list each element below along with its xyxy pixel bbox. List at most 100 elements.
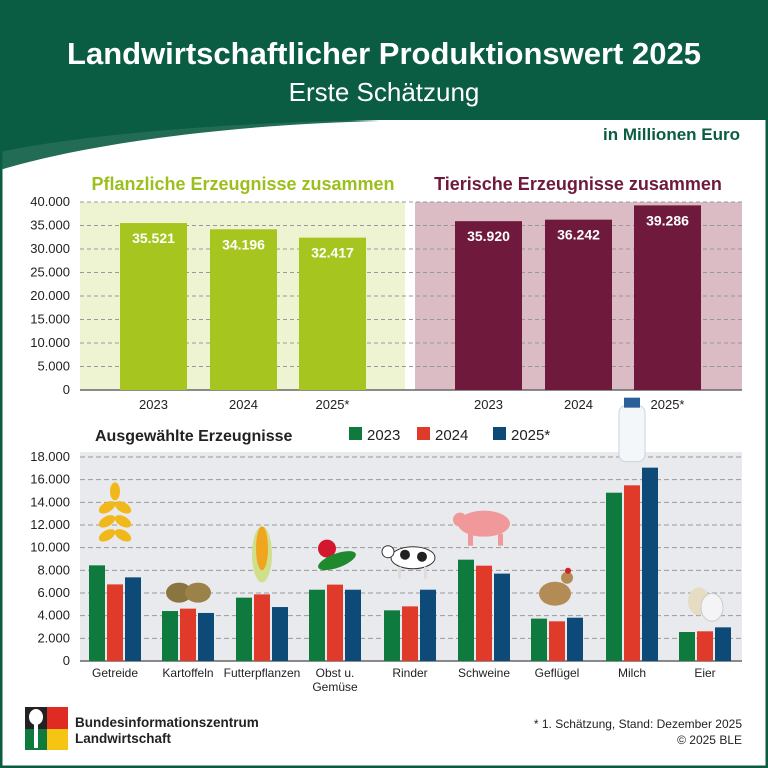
- x-tick-label: Kartoffeln: [162, 666, 213, 680]
- bar-value-label: 36.242: [557, 227, 600, 243]
- y-tick-label: 25.000: [30, 265, 70, 280]
- bar: [125, 577, 141, 661]
- x-tick-label: Schweine: [458, 666, 510, 680]
- unit-label: in Millionen Euro: [603, 125, 740, 144]
- x-tick-label: 2023: [474, 397, 503, 412]
- header-swoosh: [0, 120, 380, 170]
- y-tick-label: 6.000: [37, 585, 70, 600]
- bar: [545, 219, 612, 390]
- bar: [236, 597, 252, 661]
- y-tick-label: 0: [63, 382, 70, 397]
- wheat-icon: [98, 482, 132, 542]
- bar: [455, 221, 522, 390]
- y-tick-label: 40.000: [30, 194, 70, 209]
- products-title: Ausgewählte Erzeugnisse: [95, 428, 292, 445]
- org-name-line2: Landwirtschaft: [75, 731, 172, 746]
- bar: [549, 621, 565, 661]
- header-band: [0, 0, 768, 152]
- x-tick-label: Geflügel: [535, 666, 580, 680]
- y-tick-label: 0: [63, 653, 70, 668]
- legend-label: 2023: [367, 427, 400, 444]
- bar: [120, 223, 187, 390]
- bar: [299, 237, 366, 390]
- legend-swatch: [349, 427, 362, 440]
- bar: [642, 467, 658, 661]
- plant-group-title: Pflanzliche Erzeugnisse zusammen: [91, 174, 394, 194]
- y-tick-label: 16.000: [30, 472, 70, 487]
- pig-icon: [453, 510, 510, 546]
- bar: [494, 573, 510, 661]
- x-tick-label: Futterpflanzen: [224, 666, 301, 680]
- y-tick-label: 35.000: [30, 218, 70, 233]
- potato-icon: [166, 582, 211, 603]
- bar: [210, 229, 277, 390]
- x-tick-label: Getreide: [92, 666, 138, 680]
- milk-bottle-icon: [618, 397, 646, 463]
- x-tick-label: Obst u.: [316, 666, 355, 680]
- y-tick-label: 12.000: [30, 517, 70, 532]
- apple-cucumber-icon: [318, 539, 356, 571]
- x-tick-label: Gemüse: [312, 680, 358, 694]
- bar: [254, 594, 270, 661]
- y-tick-label: 8.000: [37, 562, 70, 577]
- bar: [697, 631, 713, 661]
- animal-group-title: Tierische Erzeugnisse zusammen: [434, 174, 722, 194]
- bar: [634, 205, 701, 390]
- y-tick-label: 5.000: [37, 359, 70, 374]
- bar: [309, 589, 325, 661]
- bar: [458, 559, 474, 661]
- y-tick-label: 18.000: [30, 449, 70, 464]
- bar: [715, 627, 731, 661]
- corn-icon: [252, 526, 272, 583]
- bar: [272, 607, 288, 661]
- bar: [180, 608, 196, 661]
- x-tick-label: Milch: [618, 666, 646, 680]
- x-tick-label: 2025*: [651, 397, 685, 412]
- bar: [420, 589, 436, 661]
- x-tick-label: 2024: [229, 397, 258, 412]
- bar-value-label: 35.920: [467, 228, 510, 244]
- page-subtitle: Erste Schätzung: [289, 77, 480, 107]
- eggs-icon: [688, 587, 724, 622]
- legend-swatch: [493, 427, 506, 440]
- product-icons: [98, 397, 724, 622]
- cow-icon: [381, 545, 436, 579]
- bar-value-label: 32.417: [311, 245, 354, 261]
- bar: [402, 606, 418, 661]
- y-tick-label: 15.000: [30, 312, 70, 327]
- bar: [345, 589, 361, 661]
- bar: [384, 610, 400, 661]
- bar: [162, 611, 178, 661]
- legend-label: 2024: [435, 427, 468, 444]
- y-tick-label: 10.000: [30, 335, 70, 350]
- y-tick-label: 14.000: [30, 494, 70, 509]
- bar: [89, 565, 105, 661]
- chicken-icon: [539, 567, 573, 606]
- bar: [679, 631, 695, 661]
- y-tick-label: 30.000: [30, 241, 70, 256]
- bar: [531, 618, 547, 661]
- y-tick-label: 2.000: [37, 630, 70, 645]
- bar-value-label: 34.196: [222, 236, 265, 252]
- legend-swatch: [417, 427, 430, 440]
- bar: [606, 492, 622, 661]
- y-tick-label: 20.000: [30, 288, 70, 303]
- y-tick-label: 4.000: [37, 608, 70, 623]
- x-tick-label: Eier: [694, 666, 715, 680]
- bar: [107, 584, 123, 661]
- x-tick-label: 2025*: [316, 397, 350, 412]
- ble-logo: [25, 707, 68, 750]
- legend-label: 2025*: [511, 427, 550, 444]
- footnote: * 1. Schätzung, Stand: Dezember 2025: [534, 717, 742, 731]
- y-tick-label: 10.000: [30, 540, 70, 555]
- x-tick-label: 2023: [139, 397, 168, 412]
- bar: [198, 612, 214, 661]
- bar-value-label: 35.521: [132, 230, 175, 246]
- bar-value-label: 39.286: [646, 212, 689, 228]
- bar: [476, 565, 492, 661]
- bar: [624, 485, 640, 661]
- x-tick-label: 2024: [564, 397, 593, 412]
